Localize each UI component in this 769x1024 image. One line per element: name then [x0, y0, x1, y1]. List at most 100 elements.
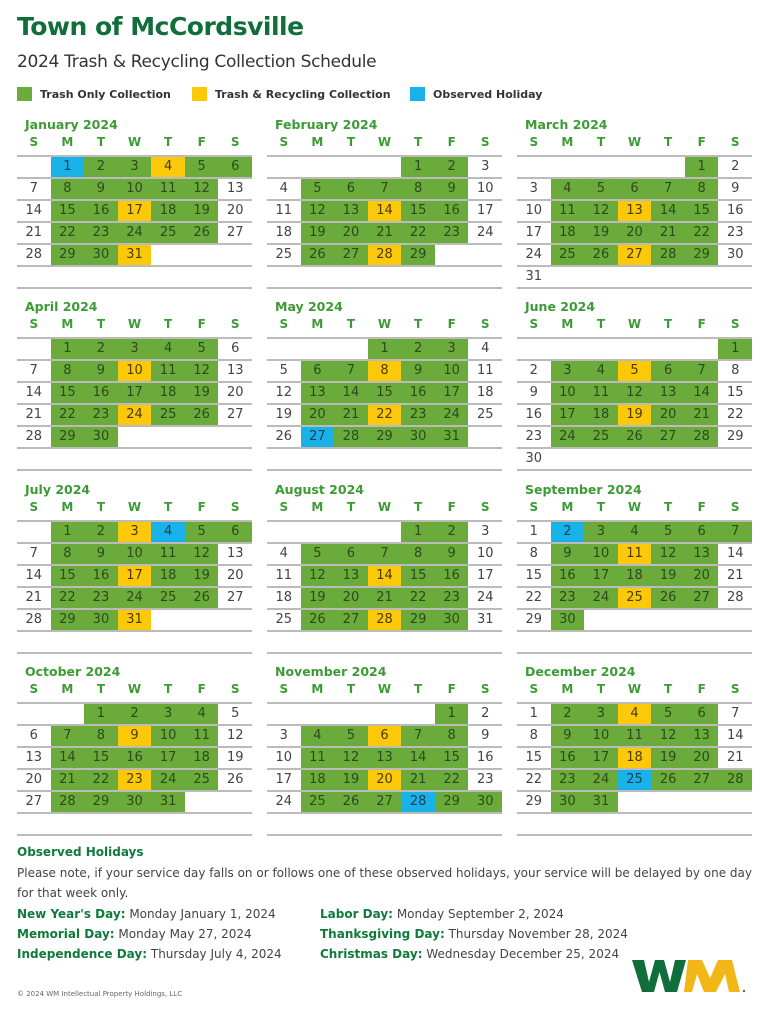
day-cell: 14 [25, 385, 43, 400]
weekday-label: W [627, 317, 642, 331]
day-cell: 9 [434, 544, 469, 564]
week-row: 13 14 15 16 17 18 19 [17, 748, 252, 770]
day-grid: 1 2 3 4 5 6 7 8 9 10 11 12 13 14 15 16 17 18 19 20 21 22 23 24 2… [517, 337, 753, 471]
day-cell: 14 [401, 748, 435, 768]
day-cell: 22 [525, 772, 543, 787]
day-cell: 16 [84, 566, 118, 586]
empty-cell [517, 339, 551, 359]
empty-cell [718, 792, 752, 812]
day-cell: 24 [476, 225, 494, 240]
holiday-date: Thursday July 4, 2024 [150, 947, 282, 961]
month-title: August 2024 [275, 482, 364, 497]
empty-cell [185, 427, 219, 447]
day-cell: 20 [684, 748, 719, 768]
weekday-label: T [664, 500, 673, 514]
day-cell: 24 [151, 770, 185, 790]
empty-cell [685, 814, 719, 834]
day-cell: 10 [525, 203, 543, 218]
day-cell: 20 [367, 770, 402, 790]
empty-cell [334, 157, 368, 177]
empty-cell [551, 267, 585, 287]
empty-cell [685, 339, 719, 359]
day-cell: 2 [117, 704, 152, 724]
week-row: 25 26 27 28 29 [267, 245, 502, 267]
week-row: 9 10 11 12 13 14 15 [517, 383, 752, 405]
month-title: April 2024 [25, 299, 98, 314]
week-row [267, 267, 502, 289]
notes-text: Please note, if your service day falls o… [17, 866, 752, 900]
day-cell: 9 [529, 385, 538, 400]
day-cell: 21 [401, 770, 435, 790]
day-cell: 20 [226, 385, 244, 400]
week-row: 28 29 30 31 [17, 610, 252, 632]
day-cell: 5 [300, 179, 335, 199]
day-cell: 21 [25, 225, 43, 240]
weekday-label: M [311, 500, 324, 514]
day-cell: 9 [550, 544, 585, 564]
day-cell: 2 [434, 522, 469, 542]
empty-cell [218, 610, 252, 630]
day-cell: 20 [334, 223, 368, 243]
week-row: 19 20 21 22 23 24 25 [267, 405, 502, 427]
weekday-label: F [197, 317, 206, 331]
day-cell: 2 [434, 157, 469, 177]
empty-cell [151, 449, 185, 469]
empty-cell [468, 814, 502, 834]
day-cell: 1 [529, 706, 538, 721]
day-cell: 4 [481, 341, 490, 356]
empty-cell [685, 610, 719, 630]
day-cell: 22 [525, 590, 543, 605]
day-cell: 13 [651, 383, 685, 403]
empty-cell [267, 339, 301, 359]
holiday-name: Labor Day: [320, 907, 393, 921]
day-cell: 5 [617, 361, 652, 381]
day-cell: 2 [550, 704, 585, 724]
day-cell: 27 [226, 225, 244, 240]
day-cell: 14 [25, 203, 43, 218]
empty-cell [651, 157, 685, 177]
day-cell: 12 [226, 728, 244, 743]
empty-cell [151, 267, 185, 287]
empty-cell [401, 449, 435, 469]
weekday-label: F [197, 682, 206, 696]
week-row: 8 9 10 11 12 13 14 [517, 544, 752, 566]
day-cell: 14 [651, 201, 685, 221]
day-cell: 10 [117, 179, 152, 199]
day-cell: 15 [367, 383, 402, 403]
day-cell: 13 [684, 544, 719, 564]
empty-cell [584, 632, 618, 652]
week-row: 15 16 17 18 19 20 21 [517, 566, 752, 588]
week-row: 27 28 29 30 31 [17, 792, 252, 814]
empty-cell [267, 522, 301, 542]
empty-cell [584, 339, 618, 359]
week-row [267, 814, 502, 836]
holiday-entry: Thanksgiving Day: Thursday November 28, … [320, 927, 628, 941]
week-row: 8 9 10 11 12 13 14 [517, 726, 752, 748]
day-cell: 3 [584, 522, 618, 542]
empty-cell [185, 267, 219, 287]
weekday-label: S [29, 500, 39, 514]
day-cell: 19 [651, 748, 685, 768]
empty-cell [517, 814, 551, 834]
day-cell: 29 [50, 610, 85, 630]
empty-cell [267, 704, 301, 724]
weekday-label: T [96, 500, 106, 514]
day-cell: 29 [367, 427, 402, 447]
empty-cell [551, 449, 585, 469]
day-cell: 31 [476, 612, 494, 627]
day-cell: 28 [25, 247, 43, 262]
day-cell: 19 [651, 566, 685, 586]
day-cell: 15 [684, 201, 719, 221]
day-cell: 26 [300, 245, 335, 265]
day-cell: 21 [651, 223, 685, 243]
holiday-name: Independence Day: [17, 947, 148, 961]
week-row: 5 6 7 8 9 10 11 [267, 361, 502, 383]
legend-trash-recycling: Trash & Recycling Collection [192, 87, 391, 101]
weekday-label: T [346, 500, 356, 514]
day-cell: 23 [726, 225, 744, 240]
empty-cell [685, 792, 719, 812]
